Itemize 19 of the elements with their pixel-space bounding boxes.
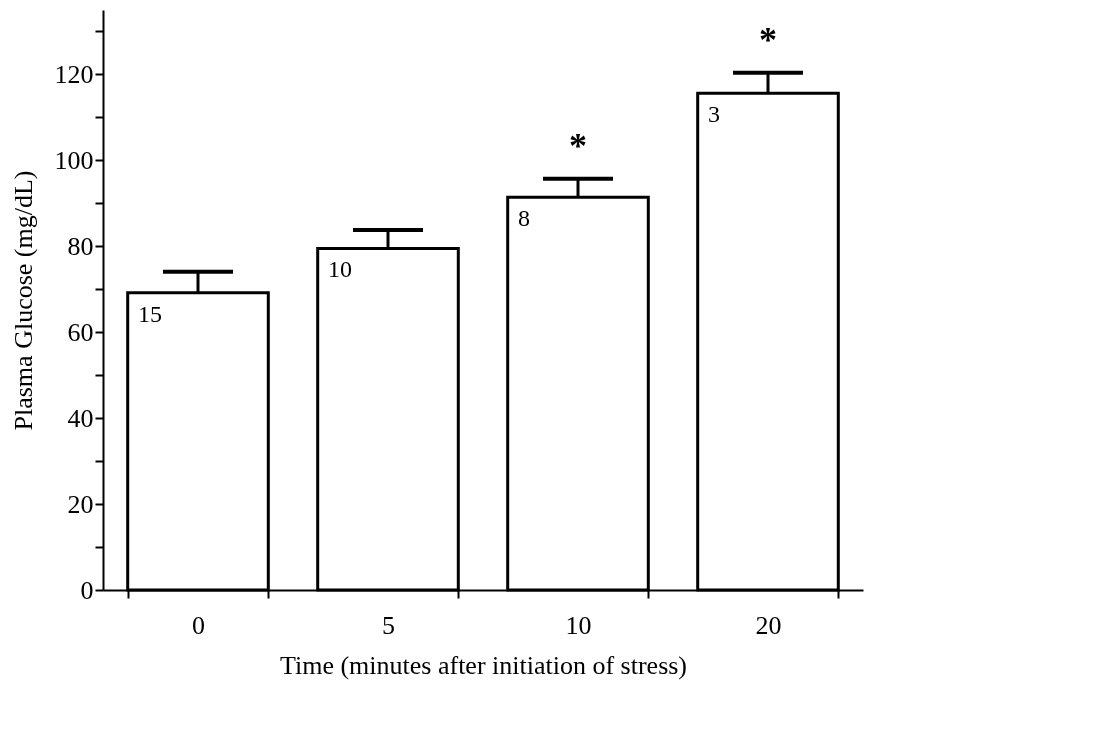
y-tick-label: 120 bbox=[54, 59, 94, 89]
y-axis-title: Plasma Glucose (mg/dL) bbox=[8, 170, 38, 431]
y-tick-label: 0 bbox=[80, 575, 94, 605]
annotation: * bbox=[759, 19, 777, 60]
x-axis-title: Time (minutes after initiation of stress) bbox=[279, 650, 688, 680]
y-tick-label: 20 bbox=[67, 489, 94, 519]
annotation: 3 bbox=[708, 101, 720, 128]
annotation: * bbox=[569, 125, 587, 166]
y-tick-label: 100 bbox=[54, 145, 94, 175]
y-tick-label: 80 bbox=[67, 231, 94, 261]
annotation: 8 bbox=[518, 205, 530, 232]
x-tick-label: 0 bbox=[192, 610, 205, 640]
x-tick-label: 10 bbox=[565, 610, 592, 640]
x-tick-label: 5 bbox=[382, 610, 395, 640]
y-tick-label: 60 bbox=[67, 317, 94, 347]
annotation: 10 bbox=[328, 256, 352, 283]
x-tick-label: 20 bbox=[755, 610, 782, 640]
y-tick-label: 40 bbox=[67, 403, 94, 433]
annotation: 15 bbox=[138, 300, 162, 327]
